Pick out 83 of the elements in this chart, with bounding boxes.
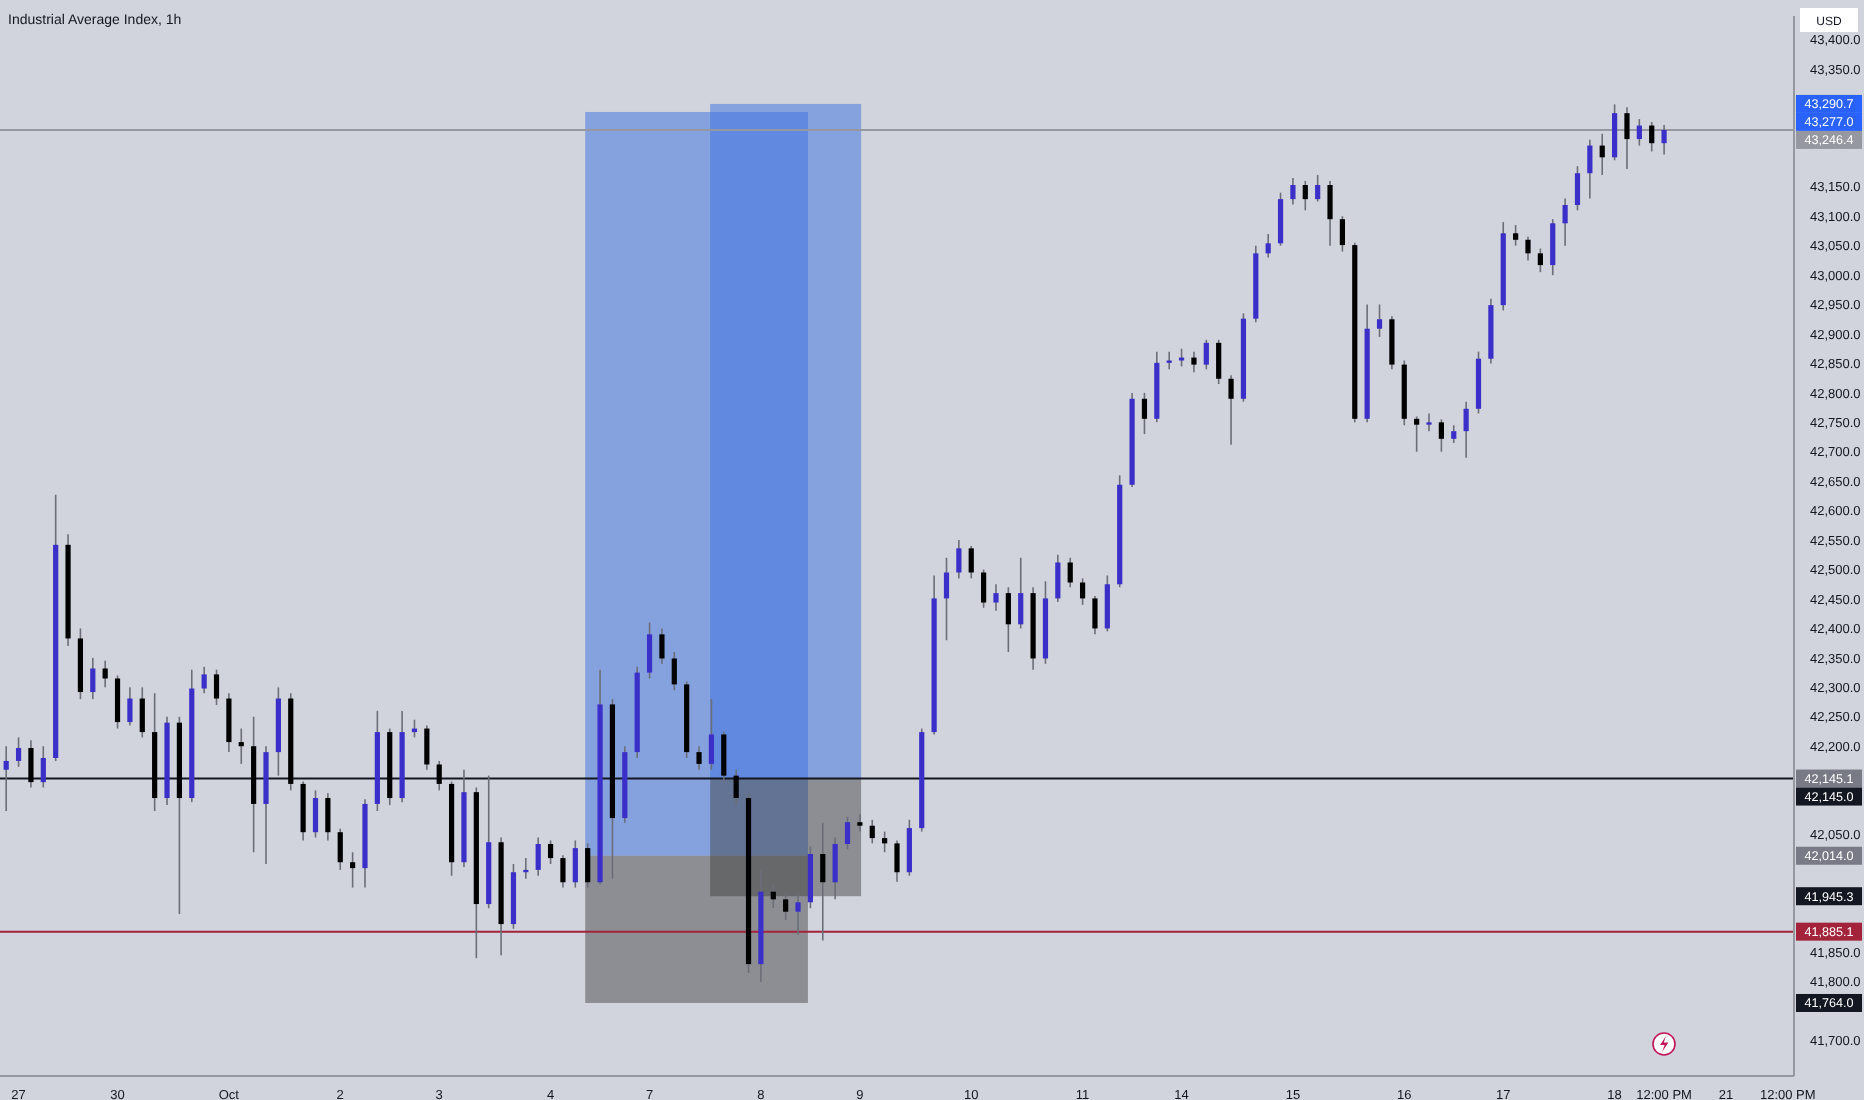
candlestick (350, 851, 356, 889)
candlestick (1624, 106, 1630, 170)
candlestick (671, 651, 677, 692)
candlestick (981, 568, 987, 609)
candlestick (956, 539, 962, 580)
candlestick (721, 730, 727, 783)
candlestick (3, 745, 9, 812)
candlestick (844, 816, 851, 851)
candlestick (325, 792, 331, 842)
candlestick (585, 842, 591, 889)
candlestick (572, 839, 578, 889)
candlestick (139, 686, 145, 739)
candlestick (820, 821, 826, 942)
candlestick (1327, 180, 1333, 247)
candlestick (28, 739, 34, 789)
candlestick (337, 827, 343, 871)
candlestick (1302, 180, 1308, 212)
candlestick (832, 836, 838, 901)
candlestick (1376, 303, 1383, 338)
candlestick (659, 627, 665, 665)
candlestick (968, 545, 974, 580)
candlestick (857, 813, 863, 833)
candlestick (1018, 556, 1024, 630)
candlestick (114, 674, 121, 730)
candlestick (1277, 191, 1284, 247)
candlestick (943, 556, 950, 642)
candlestick (238, 727, 244, 765)
candlestick (1079, 577, 1086, 606)
candlestick (1290, 177, 1296, 206)
candlestick (646, 621, 653, 680)
candlestick (436, 760, 442, 792)
candlestick (1612, 103, 1618, 162)
candlestick (213, 668, 220, 706)
candlestick (1574, 165, 1581, 212)
candlestick (40, 745, 46, 789)
candlestick (1265, 233, 1271, 259)
candlestick (1389, 315, 1395, 371)
candlestick (1636, 118, 1642, 147)
candlestick (127, 686, 133, 727)
candlestick (1092, 595, 1098, 636)
candlestick (1067, 556, 1073, 589)
candlestick (226, 692, 232, 753)
candlestick (894, 839, 900, 883)
candlestick (1228, 374, 1234, 446)
candlestick (547, 839, 554, 865)
candlestick (906, 819, 912, 877)
candlestick (795, 892, 801, 936)
candlestick (1315, 174, 1321, 203)
candlestick (1339, 215, 1346, 253)
candlestick (560, 854, 566, 889)
candlestick (1055, 554, 1061, 603)
candlestick (1203, 339, 1209, 371)
candlestick (733, 768, 739, 806)
candlestick (1463, 400, 1469, 459)
candlestick (1525, 236, 1531, 262)
candlestick (1587, 138, 1593, 200)
candlestick (15, 736, 22, 768)
candlestick (1649, 121, 1655, 153)
candlestick (90, 657, 96, 700)
candlestick (535, 836, 541, 877)
candlestick (1141, 392, 1148, 435)
candlestick (696, 745, 702, 771)
candlestick (708, 698, 715, 771)
candlestick (1426, 412, 1432, 432)
candlestick (1513, 224, 1519, 247)
candlestick (1599, 132, 1605, 176)
candlestick (1438, 418, 1444, 453)
candlestick (993, 583, 999, 612)
candlestick (869, 819, 875, 845)
candlestick (1562, 197, 1568, 247)
candlestick (1216, 339, 1222, 385)
candlestick (1414, 415, 1420, 453)
candlestick (1104, 574, 1110, 633)
candlestick (201, 665, 207, 695)
candlestick (424, 724, 430, 771)
candlestick (1005, 586, 1011, 653)
candlestick (312, 789, 319, 839)
candlestick (1661, 124, 1667, 156)
candlestick (1537, 247, 1543, 273)
candlestick (783, 892, 789, 921)
candlestick (102, 660, 108, 689)
candlestick (1550, 218, 1556, 276)
candlestick (1191, 350, 1197, 374)
